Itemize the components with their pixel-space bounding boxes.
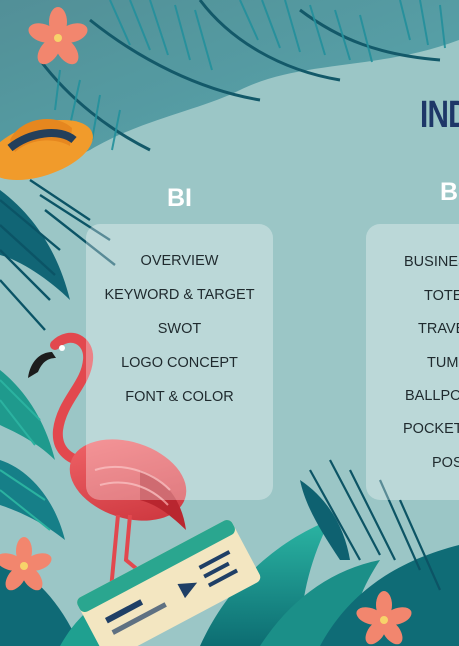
list-item-logo-concept[interactable]: LOGO CONCEPT xyxy=(121,355,238,371)
section-heading-bi: BI xyxy=(167,184,192,212)
list-item-font-color[interactable]: FONT & COLOR xyxy=(125,389,234,405)
ticket-illustration xyxy=(77,519,261,646)
list-item-keyword-target[interactable]: KEYWORD & TARGET xyxy=(104,287,255,303)
palm-leaves-top xyxy=(0,0,459,175)
card-bi: OVERVIEW KEYWORD & TARGET SWOT LOGO CONC… xyxy=(86,224,273,500)
section-heading-b: B xyxy=(440,178,459,206)
list-item-swot[interactable]: SWOT xyxy=(157,321,202,337)
flamingo-illustration xyxy=(28,332,187,601)
hibiscus-flower-bottom-right xyxy=(356,591,412,645)
list-item-business[interactable]: BUSINES xyxy=(404,254,459,270)
hibiscus-flower-top xyxy=(28,7,88,65)
palm-leaves-left xyxy=(0,179,116,540)
list-item-pocket[interactable]: POCKET xyxy=(403,421,459,437)
list-item-tumbler[interactable]: TUMI xyxy=(427,355,459,371)
list-item-poster[interactable]: POS xyxy=(432,455,459,471)
hibiscus-flower-bottom-left xyxy=(0,537,52,591)
list-item-ballpoint[interactable]: BALLPO xyxy=(405,388,459,404)
list-item-overview[interactable]: OVERVIEW xyxy=(140,253,219,269)
list-item-tote[interactable]: TOTE xyxy=(424,288,459,304)
index-title: IND xyxy=(420,94,459,136)
list-item-travel[interactable]: TRAVE xyxy=(418,321,459,337)
straw-hat-illustration xyxy=(0,118,93,181)
card-b: BUSINES TOTE TRAVE TUMI BALLPO POCKET PO… xyxy=(366,224,459,500)
